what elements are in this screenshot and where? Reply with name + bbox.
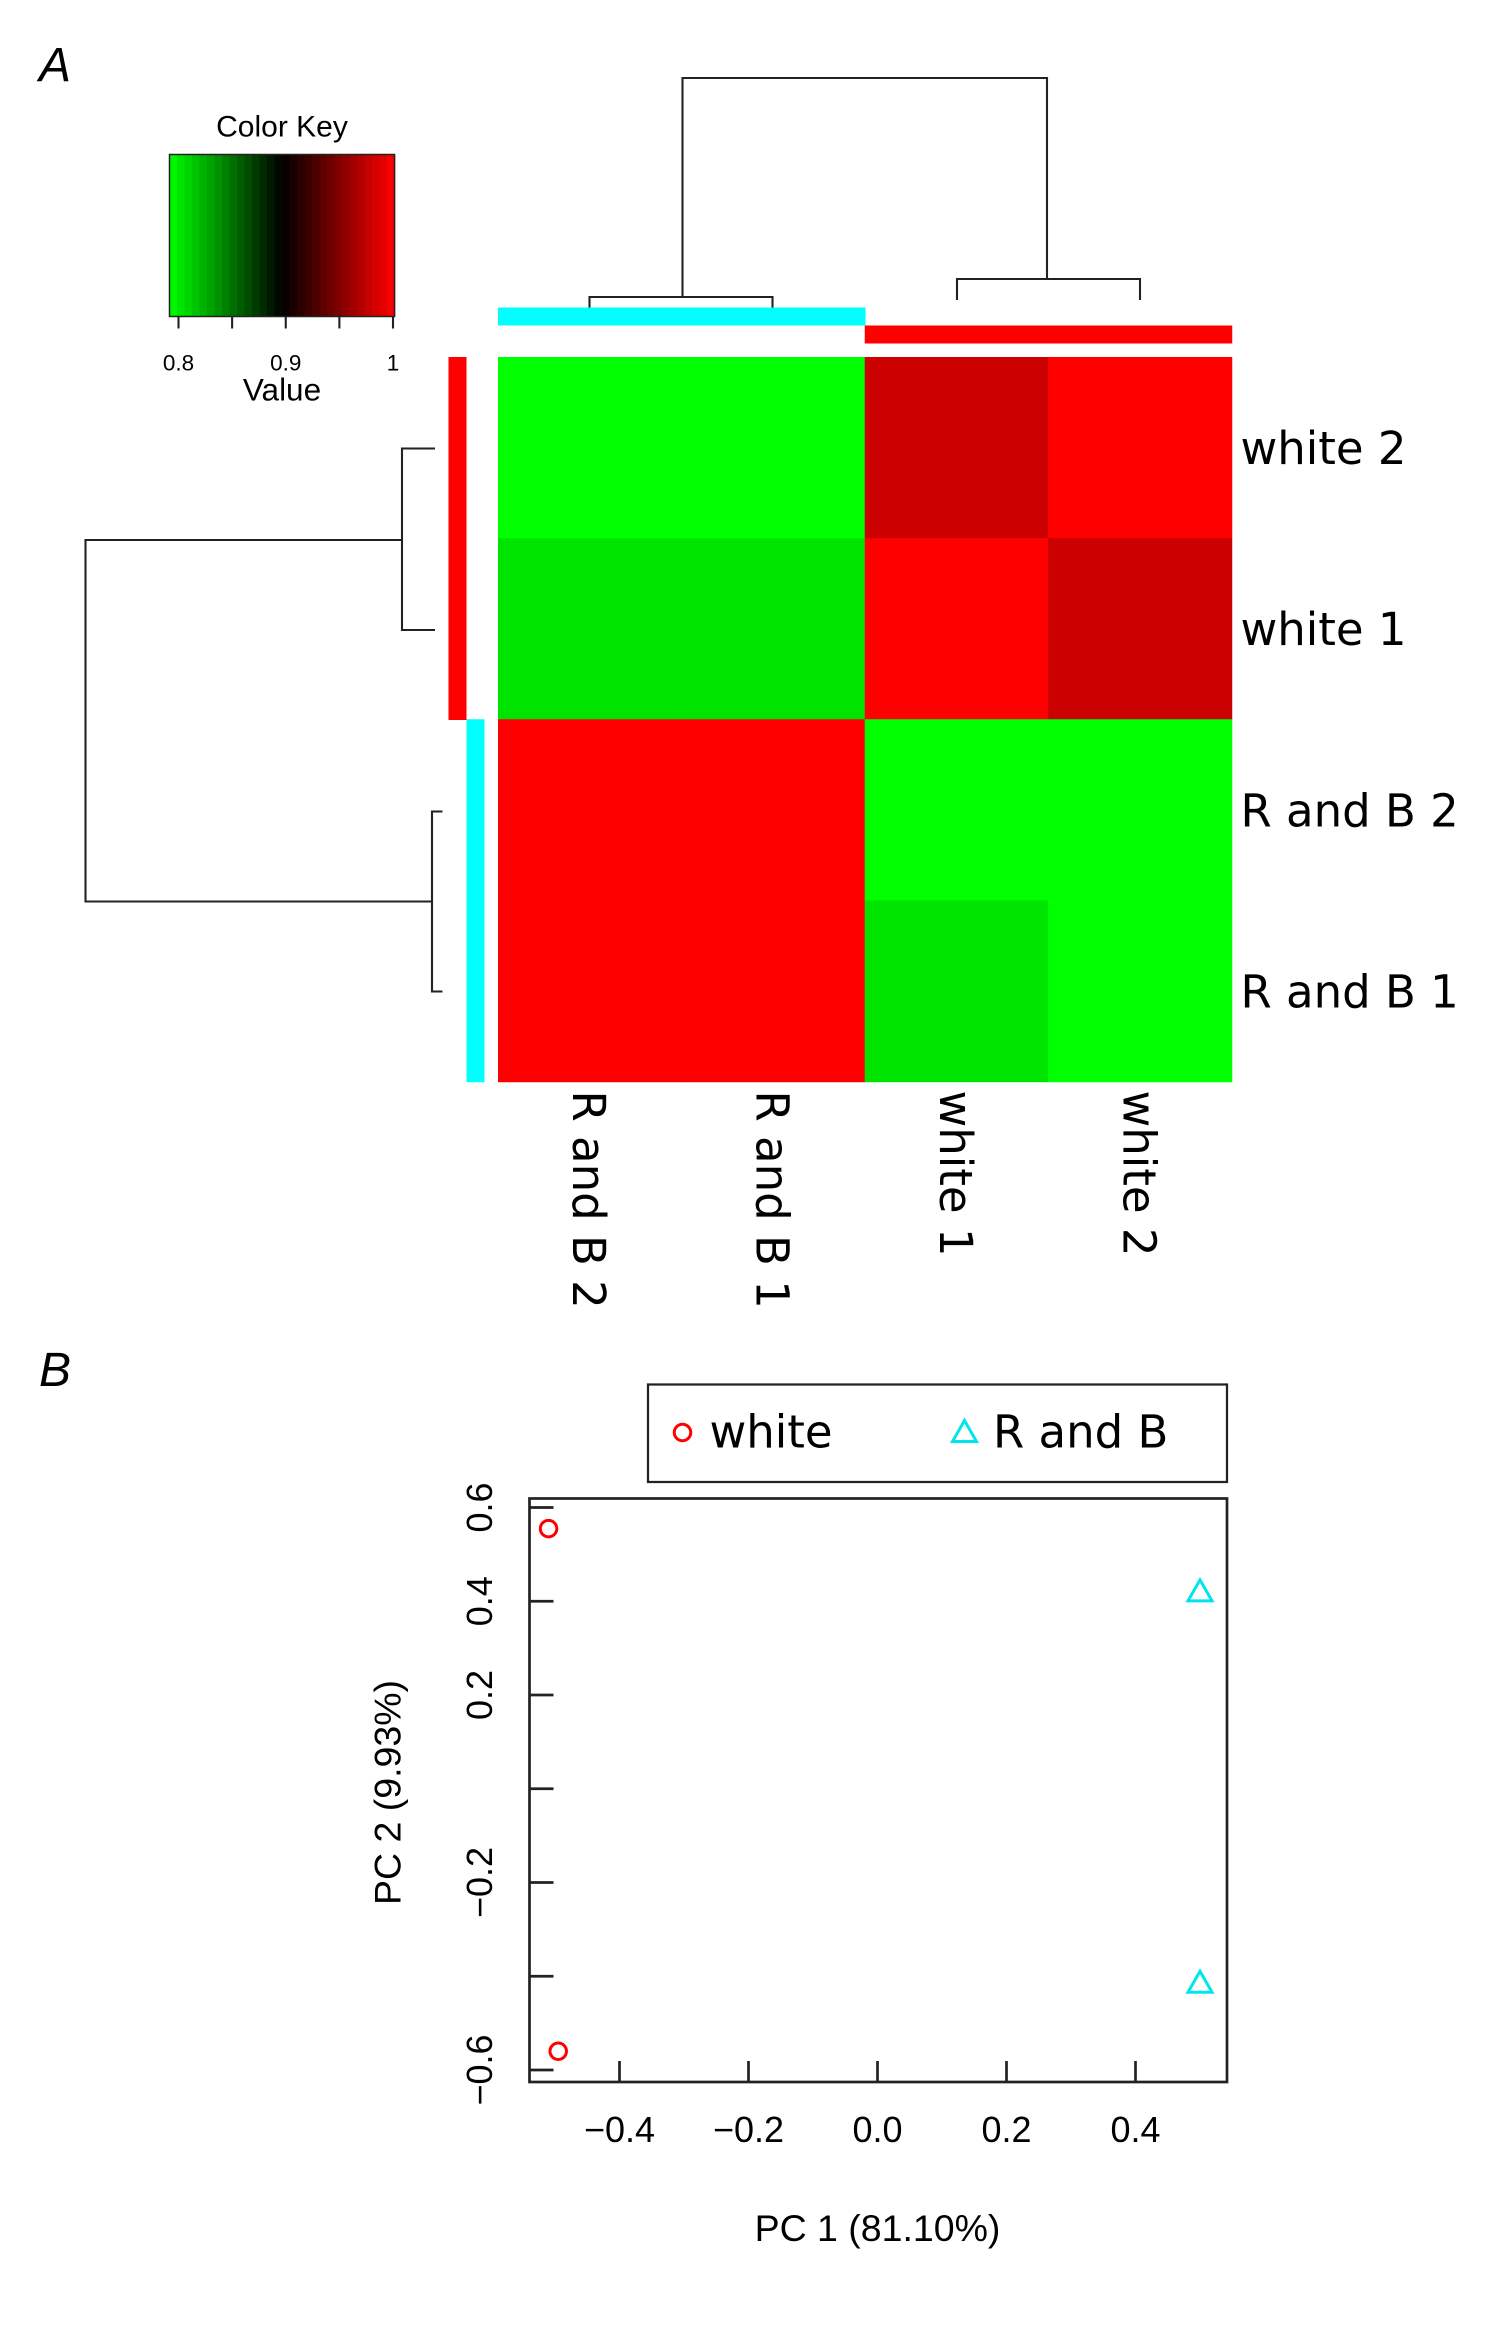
color-key-strip [214,154,223,317]
color-key-strip [379,154,388,317]
row-label: white 1 [1240,603,1406,656]
heatmap-cell [1048,900,1233,1083]
x-axis-label: PC 1 (81.10%) [755,2207,1001,2249]
x-tick-label: −0.4 [584,2109,655,2150]
y-tick-label: 0.6 [459,1482,500,1532]
x-tick-label: 0.2 [981,2109,1031,2150]
color-key-strip [207,154,216,317]
color-key-strip [252,154,261,317]
color-key-strip [289,154,298,317]
column-label: R and B 1 [746,1090,799,1308]
y-tick-label: −0.2 [459,1847,500,1918]
color-key-strip [319,154,328,317]
row-group-bar [448,356,467,539]
color-key-strip [304,154,313,317]
color-key-strip [169,154,178,317]
heatmap-cell [864,900,1049,1083]
column-group-bar [1048,325,1233,344]
column-label: R and B 2 [562,1090,615,1308]
heatmap-cell [681,719,866,902]
color-key-strip [184,154,193,317]
color-key-strip [312,154,321,317]
color-key-strip [387,154,396,317]
y-tick-label: 0.2 [459,1670,500,1720]
heatmap-cell [498,900,683,1083]
heatmap-cell [864,538,1049,720]
color-key-strip [349,154,358,317]
color-key-strip [192,154,201,317]
color-key-tick-label: 0.8 [163,350,194,375]
legend-marker-white [672,1422,693,1443]
legend-label-r-and-b: R and B [993,1405,1168,1458]
color-key-strip [274,154,283,317]
heatmap-cell [864,719,1049,902]
color-key-strip [199,154,208,317]
color-key-strip [327,154,336,317]
color-key-title: Color Key [216,110,348,143]
color-key-strip [357,154,366,317]
heatmap-cell [1048,719,1233,902]
point-r-and-b [1185,1968,1215,1994]
heatmap-cell [681,538,866,720]
row-label: R and B 1 [1240,965,1458,1018]
color-key-strip [177,154,186,317]
panel-label-b: B [39,1344,71,1397]
color-key-tick-label: 0.9 [270,350,301,375]
point-r-and-b [1185,1576,1215,1603]
legend-marker-r-and-b [949,1417,980,1443]
color-key-strip [364,154,373,317]
heatmap-cell [681,900,866,1083]
y-tick-label: 0.4 [459,1576,500,1626]
heatmap-cell [498,719,683,902]
heatmap-cell [498,356,683,539]
panel-label-a: A [36,39,71,92]
color-key-strip [297,154,306,317]
color-key-tick-label: 1 [387,350,400,375]
legend-label-white: white [710,1405,833,1458]
column-group-bar [864,325,1049,344]
column-label: white 2 [1112,1090,1165,1256]
color-key-strip [334,154,343,317]
heatmap-cell [864,356,1049,539]
color-key-xlabel: Value [243,371,321,407]
plot-frame [528,1497,1229,2084]
heatmap-cell [1048,538,1233,720]
color-key-strip [229,154,238,317]
row-group-bar [448,538,467,720]
x-tick-label: −0.2 [713,2109,784,2150]
row-label: R and B 2 [1240,784,1458,837]
x-tick-label: 0.4 [1110,2109,1160,2150]
color-key-strip [244,154,253,317]
color-key-strip [222,154,231,317]
column-label: white 1 [929,1090,982,1256]
column-group-bar [681,307,866,326]
color-key-strip [282,154,291,317]
row-label: white 2 [1240,422,1406,475]
y-tick-label: −0.6 [459,2034,500,2105]
row-group-bar [466,719,485,902]
pca-legend: white R and B [646,1383,1229,1484]
heatmap-cell [681,356,866,539]
row-dendrogram [84,447,443,993]
point-white [548,2041,568,2061]
heatmap-cell [498,538,683,720]
heatmap-cell [1048,356,1233,539]
color-key: Color Key 0.8 0.9 1 Value [163,110,399,407]
color-key-strip [372,154,381,317]
x-tick-label: 0.0 [852,2109,902,2150]
column-dendrogram [588,76,1142,308]
row-group-bar [466,900,485,1083]
column-group-bar [498,307,683,326]
point-white [538,1518,559,1539]
color-key-strip [342,154,351,317]
color-key-strip [237,154,246,317]
color-key-strip [267,154,276,317]
color-key-strip [259,154,268,317]
y-axis-label: PC 2 (9.93%) [367,1680,409,1905]
